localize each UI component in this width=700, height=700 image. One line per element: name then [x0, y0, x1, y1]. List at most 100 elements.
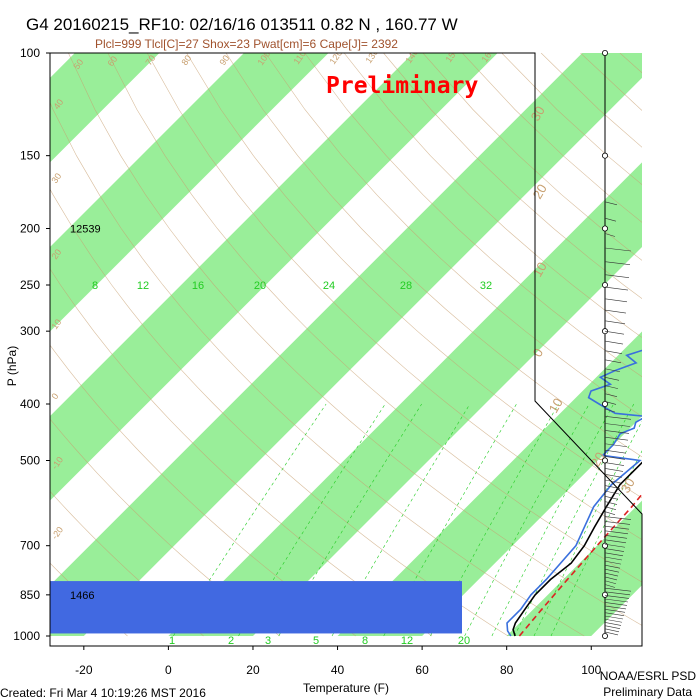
- temperature-band: [50, 53, 498, 501]
- wind-barb: [604, 485, 621, 489]
- moist-adiabat-label: 10: [546, 395, 566, 415]
- y-axis-label: P (hPa): [5, 346, 19, 386]
- dry-adiabat-label: -20: [49, 525, 65, 541]
- temperature-band: [50, 53, 642, 636]
- mixing-ratio-label-bottom: 2: [228, 635, 234, 647]
- dry-adiabat: [383, 53, 642, 299]
- wind-barb: [604, 572, 619, 577]
- wind-staff-marker: [602, 457, 609, 464]
- wind-barb: [604, 548, 625, 552]
- mixing-ratio-label-bottom: 8: [362, 635, 368, 647]
- wind-barb: [604, 556, 623, 561]
- wind-barb: [604, 456, 626, 460]
- mixing-ratio-label-bottom: 1: [169, 635, 175, 647]
- dry-adiabat-label: 10: [49, 317, 63, 331]
- mixing-ratio-label-bottom: 12: [401, 635, 413, 647]
- wind-barb: [604, 609, 626, 613]
- wind-barb: [604, 587, 632, 592]
- parcel-curve: [518, 492, 642, 637]
- y-tick-label: 850: [20, 588, 40, 602]
- y-tick-label: 150: [20, 149, 40, 163]
- wind-barb: [604, 443, 628, 448]
- wind-barb: [604, 468, 624, 472]
- chart-title: G4 20160215_RF10: 02/16/16 013511 0.82 N…: [26, 15, 458, 34]
- mixing-ratio-label: 12: [137, 280, 149, 292]
- moist-adiabat-label: 30: [528, 103, 548, 123]
- dry-adiabat: [186, 53, 642, 499]
- y-tick-label: 400: [20, 397, 40, 411]
- cloud-layer: [50, 581, 462, 634]
- wind-barb: [604, 615, 624, 620]
- moist-adiabat-label: 30: [618, 475, 638, 495]
- wind-barb: [604, 525, 630, 530]
- dry-adiabat-label: 20: [49, 247, 63, 261]
- wind-barb: [604, 602, 628, 606]
- x-tick-label: -20: [75, 663, 93, 677]
- y-tick-label: 300: [20, 324, 40, 338]
- wind-barb: [604, 474, 623, 478]
- wind-barb: [604, 408, 616, 413]
- wind-barb: [604, 261, 631, 265]
- mixing-ratio-label: 32: [480, 280, 492, 292]
- wind-barb: [604, 591, 631, 596]
- mixing-ratio-line: [464, 403, 590, 637]
- y-tick-label: 700: [20, 539, 40, 553]
- wind-barb: [604, 580, 617, 585]
- wind-barb: [604, 423, 631, 427]
- wind-barb: [604, 416, 632, 420]
- mixing-ratio-label-bottom: 20: [458, 635, 470, 647]
- temperature-band: [50, 53, 329, 332]
- wind-staff-marker: [602, 542, 609, 549]
- temperature-band: [168, 162, 642, 636]
- x-tick-label: 40: [331, 663, 345, 677]
- dry-adiabat: [107, 53, 642, 583]
- wind-barb: [604, 622, 622, 626]
- dry-adiabat: [146, 53, 642, 540]
- temperature-band: [337, 331, 642, 636]
- wind-barb: [604, 340, 624, 345]
- chart-subtitle: Plcl=999 Tlcl[C]=27 Shox=23 Pwat[cm]=6 C…: [95, 37, 398, 51]
- wind-staff-marker: [602, 50, 609, 57]
- dry-adiabat-label: 80: [179, 53, 193, 67]
- x-tick-label: 100: [581, 663, 601, 677]
- wind-barb: [604, 350, 623, 354]
- dry-adiabat-label: 150: [443, 46, 460, 64]
- mixing-ratio-label: 8: [92, 280, 98, 292]
- height-label: 1466: [70, 590, 94, 602]
- wind-barb: [604, 539, 627, 544]
- y-tick-label: 500: [20, 453, 40, 467]
- dry-adiabat-label: 0: [49, 391, 60, 401]
- dry-adiabat-label: 70: [143, 53, 157, 67]
- footer-org: NOAA/ESRL PSD: [600, 669, 697, 683]
- wind-barb: [604, 612, 625, 616]
- wind-barb: [604, 576, 618, 581]
- wind-barb: [604, 506, 617, 510]
- mixing-ratio-label-bottom: 5: [313, 635, 319, 647]
- wind-barb: [604, 530, 629, 535]
- wind-barb: [604, 368, 621, 373]
- wind-staff-marker: [602, 152, 609, 159]
- wind-barb: [604, 598, 629, 603]
- dry-adiabat-label: 50: [71, 57, 85, 71]
- wind-barb: [604, 274, 630, 278]
- wind-barb: [604, 430, 630, 434]
- temperature-band: [506, 500, 642, 636]
- preliminary-stamp: Preliminary: [326, 73, 478, 99]
- wind-barb: [604, 564, 621, 569]
- dry-adiabat: [265, 53, 642, 417]
- dry-adiabat-label: 60: [105, 54, 119, 68]
- x-tick-label: 20: [246, 663, 260, 677]
- wind-barb: [604, 618, 623, 623]
- wind-barb: [604, 401, 617, 405]
- mixing-ratio-label-bottom: 3: [265, 635, 271, 647]
- wind-barb: [604, 449, 627, 454]
- wind-barb: [604, 516, 632, 520]
- wind-barb: [604, 625, 621, 629]
- wind-barb: [604, 247, 632, 252]
- wind-barb: [604, 393, 618, 397]
- wind-barb: [604, 511, 616, 515]
- mixing-ratio-label: 24: [323, 280, 335, 292]
- wind-barb: [604, 584, 616, 588]
